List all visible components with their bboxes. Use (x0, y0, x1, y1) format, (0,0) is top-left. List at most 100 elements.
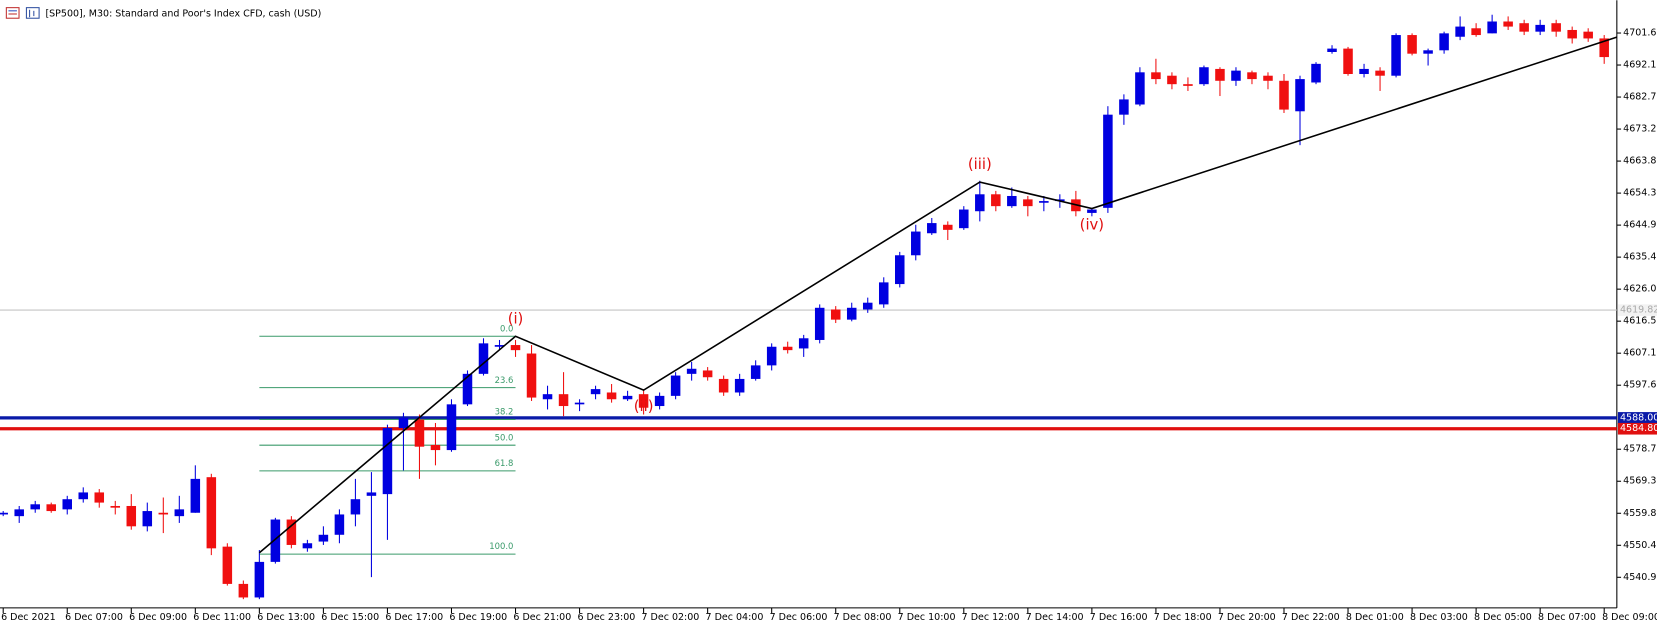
candle-body (1279, 80, 1289, 110)
x-tick-label: 8 Dec 01:00 (1346, 612, 1404, 623)
candle-body (750, 365, 761, 379)
candle-body (782, 346, 793, 351)
candle-body (686, 368, 697, 374)
wave-line (258, 36, 1618, 554)
candle-body (1087, 209, 1097, 213)
candle-body (1167, 75, 1177, 85)
candle-body (1151, 72, 1161, 80)
candle-body (1039, 201, 1049, 203)
x-tick-label: 8 Dec 07:00 (1538, 612, 1596, 623)
candle-body (590, 389, 601, 395)
x-tick-label: 6 Dec 11:00 (193, 612, 251, 623)
candle-body (542, 394, 553, 400)
x-tick-label: 6 Dec 15:00 (321, 612, 379, 623)
y-tick-label: 4644.90 (1623, 220, 1657, 231)
candle-body (94, 492, 105, 503)
wave-label: (i) (508, 310, 524, 327)
candle-body (1215, 68, 1225, 81)
candle-body (478, 343, 489, 374)
x-tick-label: 6 Dec 17:00 (385, 612, 443, 623)
candle-body (382, 428, 393, 495)
wave-label: (ii) (634, 398, 654, 415)
y-tick-label: 4578.75 (1623, 444, 1657, 455)
y-tick-label: 4635.45 (1623, 252, 1657, 263)
y-tick-label: 4673.25 (1623, 124, 1657, 135)
x-tick-label: 6 Dec 13:00 (257, 612, 315, 623)
candle-body (254, 561, 265, 598)
candle-body (670, 375, 681, 396)
candle-body (414, 419, 425, 447)
candle-body (1551, 23, 1561, 32)
x-tick-label: 7 Dec 08:00 (834, 612, 892, 623)
candle-body (975, 194, 985, 212)
candle-body (14, 509, 24, 517)
y-tick-label: 4616.55 (1623, 316, 1657, 327)
y-tick-label: 4597.65 (1623, 380, 1657, 391)
candle-body (206, 477, 217, 549)
candle-body (846, 307, 857, 320)
candle-body (1407, 35, 1417, 54)
y-tick-label: 4607.10 (1623, 348, 1657, 359)
candle-body (1471, 28, 1481, 36)
candle-body (1327, 48, 1337, 52)
level-label-bg (1617, 304, 1657, 316)
fib-label: 38.2 (495, 407, 514, 417)
candle-body (1295, 79, 1305, 112)
plot: 4701.60 4692.15 4682.70 4673.25 4663.80 4654.… (0, 14, 1657, 623)
wave-label: (iv) (1080, 216, 1104, 233)
x-tick-label: 7 Dec 02:00 (641, 612, 699, 623)
candle-body (622, 395, 633, 400)
candle-body (1119, 99, 1129, 115)
chart-title: [SP500], M30: Standard and Poor's Index … (45, 8, 321, 19)
candle-body (911, 231, 921, 256)
candle-body (1247, 72, 1257, 80)
candle-body (126, 505, 137, 527)
candle-body (430, 444, 441, 451)
y-tick-label: 4550.40 (1623, 540, 1657, 551)
x-tick-label: 7 Dec 12:00 (962, 612, 1020, 623)
candle-body (526, 353, 537, 398)
candle-body (1199, 67, 1209, 85)
candle-body (814, 307, 825, 340)
candle-body (174, 509, 185, 517)
y-tick-label: 4540.95 (1623, 572, 1657, 583)
candle-body (927, 223, 937, 234)
header-icons (5, 7, 40, 19)
candle-body (62, 499, 72, 510)
candle-body (446, 404, 457, 451)
candle-body (30, 504, 40, 510)
candle-body (286, 519, 297, 545)
candle-body (190, 478, 201, 513)
candle-body (1455, 26, 1465, 37)
candle-body (1567, 29, 1577, 39)
candle-body (991, 194, 1001, 207)
x-tick-label: 8 Dec 09:00 (1602, 612, 1657, 623)
y-tick-label: 4663.80 (1623, 156, 1657, 167)
x-tick-label: 7 Dec 16:00 (1090, 612, 1148, 623)
candle-body (1135, 72, 1145, 105)
candle-body (1583, 31, 1593, 39)
fib-label: 23.6 (495, 375, 514, 385)
candle-body (895, 255, 905, 285)
y-tick-label: 4682.70 (1623, 92, 1657, 103)
candle-body (1503, 21, 1513, 27)
candle-body (718, 378, 729, 393)
x-tick-label: 7 Dec 06:00 (770, 612, 828, 623)
x-tick-label: 8 Dec 05:00 (1474, 612, 1532, 623)
candle-body (1599, 38, 1609, 58)
candle-body (1231, 70, 1241, 81)
candle-body (334, 514, 345, 535)
wave-label: (iii) (968, 156, 992, 173)
x-tick-label: 7 Dec 22:00 (1282, 612, 1340, 623)
candle-body (702, 370, 713, 378)
y-tick-label: 4626.00 (1623, 284, 1657, 295)
candle-body (350, 499, 361, 515)
level-label: 4588.00 (1620, 412, 1657, 423)
x-tick-label: 6 Dec 2021 (1, 612, 56, 623)
candle-body (238, 583, 249, 598)
candle-body (1311, 63, 1321, 83)
y-tick-label: 4692.15 (1623, 60, 1657, 71)
x-tick-label: 7 Dec 14:00 (1026, 612, 1084, 623)
candle-body (558, 394, 569, 407)
candle-body (574, 402, 585, 405)
